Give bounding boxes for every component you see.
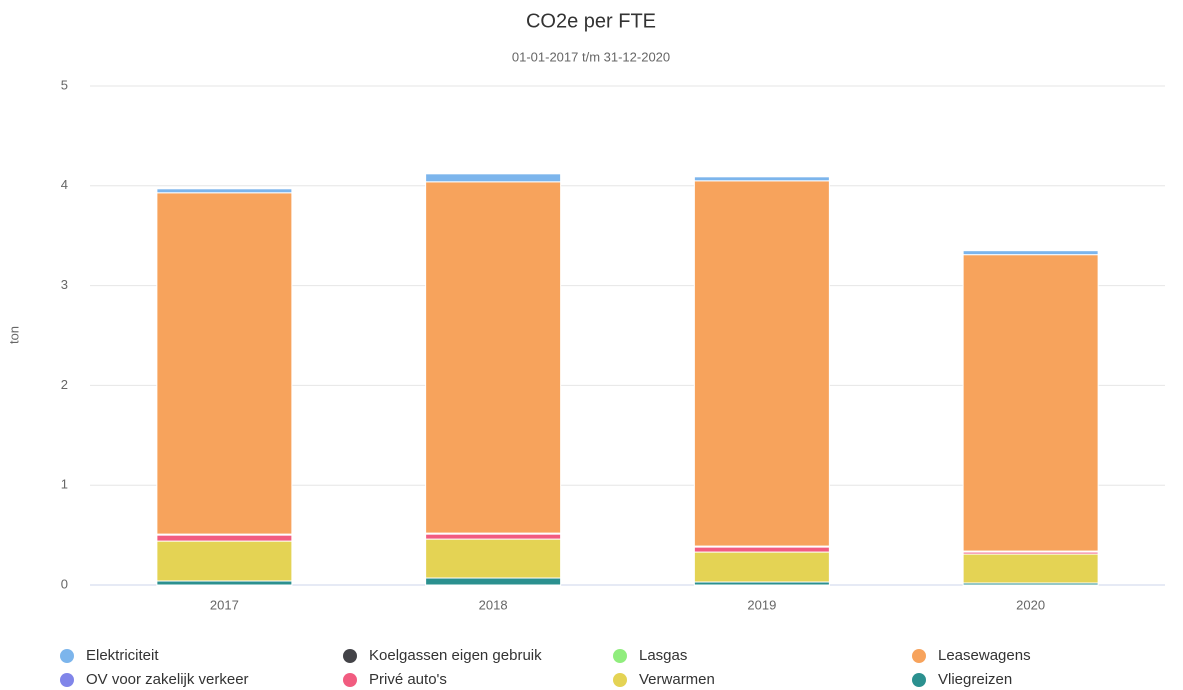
y-axis-label: ton — [6, 326, 21, 344]
chart-subtitle: 01-01-2017 t/m 31-12-2020 — [512, 49, 670, 64]
y-tick-label: 0 — [61, 576, 68, 591]
legend-marker — [613, 673, 627, 687]
bar-segment — [962, 553, 1099, 584]
bar-segment — [425, 173, 562, 183]
bar-segment — [962, 254, 1099, 552]
bar-segment — [425, 533, 562, 540]
x-tick-label: 2018 — [479, 597, 508, 612]
bar-segment — [425, 181, 562, 534]
legend-label: Vliegreizen — [938, 671, 1012, 688]
x-tick-label: 2020 — [1016, 597, 1045, 612]
legend-label: Verwarmen — [639, 671, 715, 688]
y-tick-label: 2 — [61, 377, 68, 392]
bar-segment — [962, 250, 1099, 256]
legend-marker — [613, 649, 627, 663]
legend-label: Lasgas — [639, 647, 687, 664]
legend-marker — [343, 673, 357, 687]
legend-marker — [912, 649, 926, 663]
bar-segment — [156, 580, 293, 586]
legend-label: Privé auto's — [369, 671, 447, 688]
y-tick-label: 4 — [61, 177, 68, 192]
legend-marker — [912, 673, 926, 687]
bar-segment — [693, 180, 830, 547]
bar-segment — [425, 538, 562, 579]
y-tick-label: 5 — [61, 77, 68, 92]
y-tick-label: 1 — [61, 477, 68, 492]
legend-label: Koelgassen eigen gebruik — [369, 647, 542, 664]
legend-marker — [60, 673, 74, 687]
bar-segment — [156, 534, 293, 542]
bar-segment — [693, 546, 830, 553]
y-tick-label: 3 — [61, 277, 68, 292]
bar-segment — [156, 540, 293, 582]
legend-marker — [60, 649, 74, 663]
legend-label: Elektriciteit — [86, 647, 159, 664]
legend-label: Leasewagens — [938, 647, 1031, 664]
bar-segment — [156, 192, 293, 535]
bar-segment — [693, 176, 830, 182]
chart-title: CO2e per FTE — [526, 10, 656, 32]
bar-segment — [156, 188, 293, 194]
x-tick-label: 2019 — [747, 597, 776, 612]
bar-segment — [425, 577, 562, 586]
bar-segment — [693, 551, 830, 583]
x-tick-label: 2017 — [210, 597, 239, 612]
legend-label: OV voor zakelijk verkeer — [86, 671, 249, 688]
legend-marker — [343, 649, 357, 663]
